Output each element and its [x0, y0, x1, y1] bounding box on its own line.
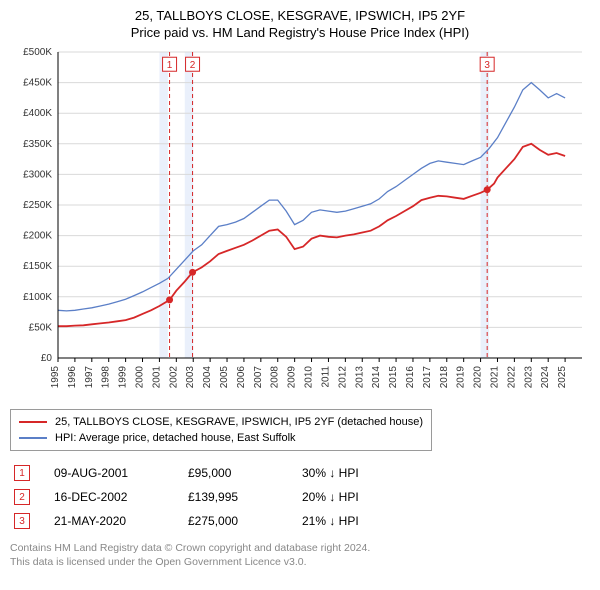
svg-text:2006: 2006: [236, 366, 247, 389]
svg-text:2: 2: [190, 60, 196, 71]
legend: 25, TALLBOYS CLOSE, KESGRAVE, IPSWICH, I…: [10, 409, 432, 451]
price-chart: £0 £50K £100K £150K £200K £250K £300K £350K £400…: [10, 46, 590, 401]
event-marker: 1: [14, 465, 30, 481]
event-price: £139,995: [188, 490, 278, 504]
svg-text:2012: 2012: [337, 366, 348, 389]
legend-label: HPI: Average price, detached house, East…: [55, 432, 296, 444]
legend-row: 25, TALLBOYS CLOSE, KESGRAVE, IPSWICH, I…: [19, 414, 423, 430]
svg-text:1998: 1998: [101, 366, 112, 389]
event-date: 21-MAY-2020: [54, 514, 164, 528]
svg-text:£0: £0: [41, 353, 53, 364]
svg-text:3: 3: [484, 60, 490, 71]
legend-row: HPI: Average price, detached house, East…: [19, 430, 423, 446]
svg-text:2015: 2015: [388, 366, 399, 389]
svg-text:£400K: £400K: [23, 108, 52, 119]
sale-events-table: 1 09-AUG-2001 £95,000 30% ↓ HPI 2 16-DEC-2002…: [10, 461, 590, 533]
svg-text:2005: 2005: [219, 366, 230, 389]
svg-text:£250K: £250K: [23, 200, 52, 211]
svg-text:1996: 1996: [67, 366, 78, 389]
svg-text:£300K: £300K: [23, 169, 52, 180]
footer-line-2: This data is licensed under the Open Gov…: [10, 555, 590, 569]
svg-text:2014: 2014: [371, 366, 382, 389]
event-delta: 30% ↓ HPI: [302, 466, 402, 480]
svg-text:2022: 2022: [506, 366, 517, 389]
svg-text:£350K: £350K: [23, 139, 52, 150]
legend-label: 25, TALLBOYS CLOSE, KESGRAVE, IPSWICH, I…: [55, 416, 423, 428]
sale-event-row: 3 21-MAY-2020 £275,000 21% ↓ HPI: [10, 509, 590, 533]
svg-text:2024: 2024: [540, 366, 551, 389]
sale-event-row: 2 16-DEC-2002 £139,995 20% ↓ HPI: [10, 485, 590, 509]
svg-text:2004: 2004: [202, 366, 213, 389]
svg-text:£200K: £200K: [23, 231, 52, 242]
event-date: 16-DEC-2002: [54, 490, 164, 504]
svg-text:2011: 2011: [320, 366, 331, 388]
event-marker: 2: [14, 489, 30, 505]
footer-line-1: Contains HM Land Registry data © Crown c…: [10, 541, 590, 555]
svg-text:2002: 2002: [168, 366, 179, 389]
svg-text:2000: 2000: [135, 366, 146, 389]
event-delta: 20% ↓ HPI: [302, 490, 402, 504]
legend-swatch: [19, 437, 47, 439]
svg-text:2001: 2001: [151, 366, 162, 389]
legend-swatch: [19, 421, 47, 423]
svg-text:2008: 2008: [270, 366, 281, 389]
svg-text:2023: 2023: [523, 366, 534, 389]
event-marker: 3: [14, 513, 30, 529]
svg-text:£500K: £500K: [23, 47, 52, 58]
svg-text:2020: 2020: [473, 366, 484, 389]
title-main: 25, TALLBOYS CLOSE, KESGRAVE, IPSWICH, I…: [10, 8, 590, 23]
svg-text:2019: 2019: [456, 366, 467, 389]
svg-text:2017: 2017: [422, 366, 433, 389]
svg-text:£50K: £50K: [29, 322, 53, 333]
event-price: £275,000: [188, 514, 278, 528]
event-delta: 21% ↓ HPI: [302, 514, 402, 528]
svg-text:£100K: £100K: [23, 292, 52, 303]
svg-text:1999: 1999: [118, 366, 129, 389]
svg-text:£450K: £450K: [23, 78, 52, 89]
event-date: 09-AUG-2001: [54, 466, 164, 480]
event-price: £95,000: [188, 466, 278, 480]
svg-text:2003: 2003: [185, 366, 196, 389]
svg-text:2025: 2025: [557, 366, 568, 389]
svg-text:£150K: £150K: [23, 261, 52, 272]
svg-text:1997: 1997: [84, 366, 95, 389]
svg-text:2021: 2021: [489, 366, 500, 389]
sale-event-row: 1 09-AUG-2001 £95,000 30% ↓ HPI: [10, 461, 590, 485]
svg-text:2010: 2010: [304, 366, 315, 389]
svg-text:1: 1: [167, 60, 173, 71]
title-sub: Price paid vs. HM Land Registry's House …: [10, 25, 590, 40]
attribution-footer: Contains HM Land Registry data © Crown c…: [10, 541, 590, 569]
svg-text:2018: 2018: [439, 366, 450, 389]
svg-text:2013: 2013: [354, 366, 365, 389]
svg-text:2009: 2009: [287, 366, 298, 389]
svg-text:2016: 2016: [405, 366, 416, 389]
svg-text:2007: 2007: [253, 366, 264, 389]
svg-text:1995: 1995: [50, 366, 61, 389]
